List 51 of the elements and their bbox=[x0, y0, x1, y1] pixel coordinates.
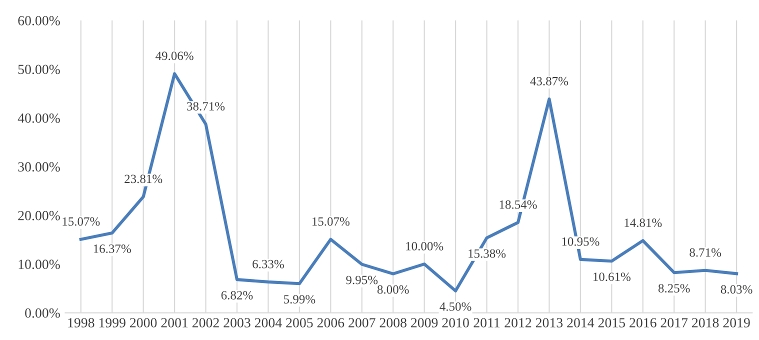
x-tick-label: 2015 bbox=[598, 318, 626, 328]
data-label: 6.82% bbox=[221, 291, 253, 300]
x-tick-label: 2013 bbox=[536, 318, 563, 328]
y-tick-label: 50.00% bbox=[18, 64, 60, 74]
x-tick-label: 2012 bbox=[504, 318, 532, 328]
x-tick-label: 2010 bbox=[442, 318, 469, 328]
data-label: 10.95% bbox=[562, 237, 600, 246]
x-tick-label: 2000 bbox=[130, 318, 157, 328]
data-label: 18.54% bbox=[500, 200, 537, 209]
data-label: 10.61% bbox=[594, 272, 631, 282]
y-tick-label: 20.00% bbox=[18, 210, 60, 220]
data-label: 15.07% bbox=[312, 217, 350, 226]
x-tick-label: 2006 bbox=[317, 318, 344, 328]
x-tick-label: 2014 bbox=[567, 318, 594, 328]
x-tick-label: 2002 bbox=[192, 318, 219, 328]
x-tick-label: 2008 bbox=[380, 318, 406, 328]
x-tick-label: 2001 bbox=[161, 318, 188, 328]
y-tick-label: 10.00% bbox=[18, 260, 60, 270]
data-label: 49.06% bbox=[156, 52, 194, 60]
data-label: 8.71% bbox=[690, 248, 722, 257]
x-tick-label: 2019 bbox=[723, 318, 750, 328]
data-label: 43.87% bbox=[530, 76, 568, 86]
x-tick-label: 1999 bbox=[99, 318, 126, 328]
data-label: 8.25% bbox=[658, 284, 690, 293]
data-label: 23.81% bbox=[124, 174, 162, 184]
y-tick-label: 30.00% bbox=[18, 162, 60, 172]
data-label: 16.37% bbox=[94, 244, 131, 253]
x-tick-label: 2009 bbox=[411, 318, 438, 328]
x-tick-label: 2004 bbox=[254, 318, 282, 328]
data-label: 8.00% bbox=[377, 285, 409, 294]
x-tick-label: 1998 bbox=[68, 318, 94, 328]
x-tick-label: 2017 bbox=[660, 318, 688, 328]
data-label: 4.50% bbox=[440, 302, 472, 311]
data-label: 10.00% bbox=[406, 242, 444, 250]
data-label: 15.38% bbox=[468, 249, 506, 258]
x-tick-label: 2003 bbox=[224, 318, 250, 328]
data-label: 8.03% bbox=[720, 285, 752, 294]
data-label: 15.07% bbox=[62, 217, 100, 226]
x-tick-label: 2007 bbox=[348, 318, 376, 328]
x-tick-label: 2016 bbox=[630, 318, 656, 328]
data-label: 14.81% bbox=[624, 218, 662, 228]
y-tick-label: 0.00% bbox=[25, 308, 60, 318]
data-label: 9.95% bbox=[346, 276, 378, 284]
x-tick-label: 2005 bbox=[286, 318, 313, 328]
x-tick-label: 2018 bbox=[692, 318, 719, 328]
data-label: 6.33% bbox=[252, 260, 284, 268]
data-label: 5.99% bbox=[284, 295, 316, 304]
x-tick-label: 2011 bbox=[474, 318, 500, 328]
data-label: 38.71% bbox=[187, 102, 225, 111]
y-tick-label: 60.00% bbox=[18, 16, 60, 26]
y-tick-label: 40.00% bbox=[18, 113, 60, 123]
